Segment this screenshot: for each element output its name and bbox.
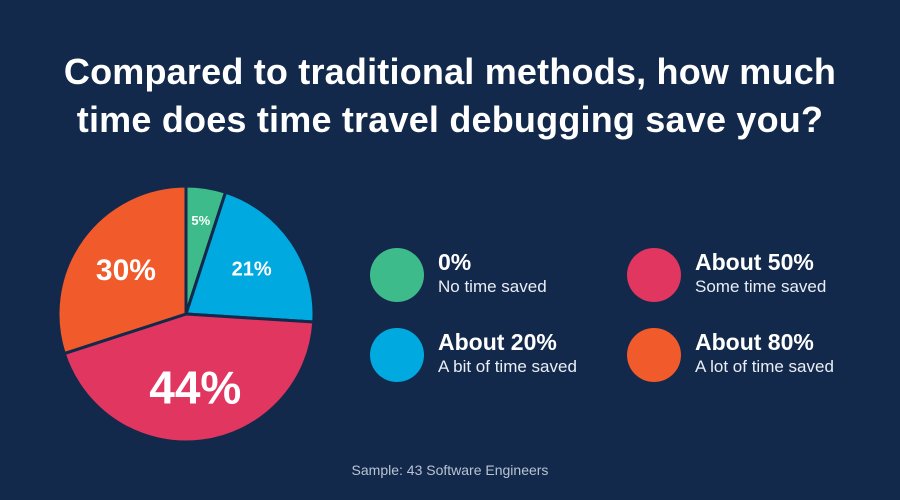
pie-slice-3 (56, 184, 188, 356)
legend-swatch-2 (627, 248, 681, 302)
legend-sub-1: A bit of time saved (438, 357, 577, 376)
pie-label-2: 44% (149, 362, 241, 414)
pie-chart: 5% 21% 44% 30% (56, 184, 316, 444)
chart-title-line-1: Compared to traditional methods, how muc… (63, 51, 837, 92)
pie-label-1: 21% (232, 258, 272, 280)
pie-label-0: 5% (191, 213, 210, 228)
chart-title-line-2: time does time travel debugging save you… (76, 99, 824, 140)
legend-title-2: About 50% (695, 249, 814, 275)
pie-label-3: 30% (96, 254, 156, 287)
legend-swatch-0 (370, 248, 424, 302)
legend-sub-3: A lot of time saved (695, 357, 834, 376)
pie-slice-1 (184, 190, 316, 324)
sample-footnote: Sample: 43 Software Engineers (351, 462, 549, 478)
chart-title: Compared to traditional methods, how muc… (0, 48, 900, 144)
legend-title-0: 0% (438, 249, 472, 275)
legend-swatch-1 (370, 328, 424, 382)
legend-sub-0: No time saved (438, 277, 547, 296)
legend-sub-2: Some time saved (695, 277, 827, 296)
legend-title-3: About 80% (695, 329, 814, 355)
pie-slice-2 (62, 312, 316, 444)
legend-title-1: About 20% (438, 329, 557, 355)
legend-swatch-3 (627, 328, 681, 382)
